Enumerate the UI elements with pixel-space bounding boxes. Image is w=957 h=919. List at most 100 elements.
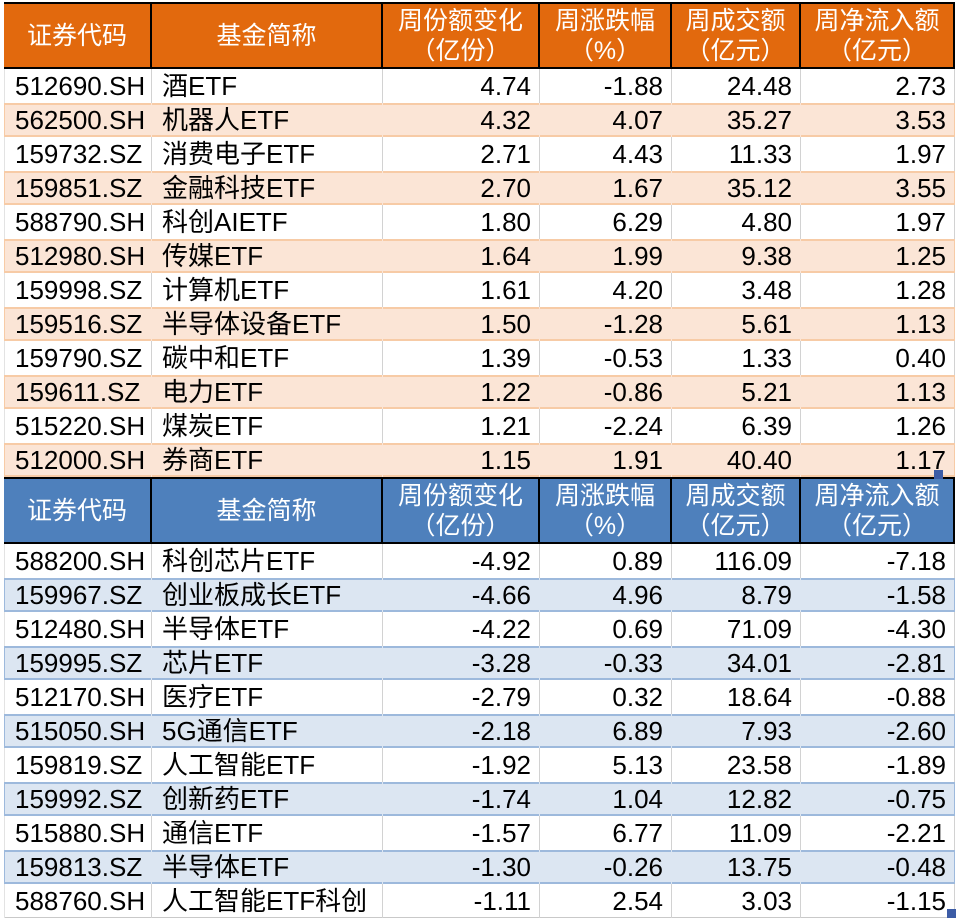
cell-value[interactable]: 1.99	[540, 239, 672, 273]
cell-value[interactable]: -2.21	[801, 816, 955, 850]
cell-value[interactable]: -1.89	[801, 748, 955, 782]
cell-value[interactable]: -1.92	[383, 748, 540, 782]
cell-value[interactable]: -0.48	[801, 850, 955, 884]
cell-value[interactable]: -0.33	[540, 646, 672, 680]
column-header[interactable]: 周份额变化 （亿份）	[383, 2, 540, 69]
cell-value[interactable]: -1.74	[383, 782, 540, 816]
cell-value[interactable]: -1.15	[801, 884, 955, 918]
cell-value[interactable]: 2.54	[540, 884, 672, 918]
cell-value[interactable]: -0.75	[801, 782, 955, 816]
column-header[interactable]: 周涨跌幅 （%）	[540, 2, 672, 69]
cell-security-code[interactable]: 159516.SZ	[4, 307, 152, 341]
column-header[interactable]: 证券代码	[4, 2, 152, 69]
cell-security-code[interactable]: 159813.SZ	[4, 850, 152, 884]
cell-value[interactable]: 1.97	[801, 137, 955, 171]
cell-value[interactable]: 35.12	[672, 171, 801, 205]
cell-value[interactable]: 1.22	[383, 375, 540, 409]
cell-security-code[interactable]: 159998.SZ	[4, 273, 152, 307]
cell-fund-name[interactable]: 科创AIETF	[152, 205, 383, 239]
cell-value[interactable]: 0.89	[540, 544, 672, 578]
cell-value[interactable]: -4.92	[383, 544, 540, 578]
cell-value[interactable]: 4.74	[383, 69, 540, 103]
cell-value[interactable]: -3.28	[383, 646, 540, 680]
cell-security-code[interactable]: 159790.SZ	[4, 341, 152, 375]
cell-fund-name[interactable]: 创业板成长ETF	[152, 578, 383, 612]
cell-value[interactable]: 1.15	[383, 443, 540, 477]
cell-security-code[interactable]: 562500.SH	[4, 103, 152, 137]
cell-value[interactable]: -4.66	[383, 578, 540, 612]
column-header[interactable]: 基金简称	[152, 2, 383, 69]
cell-value[interactable]: 2.73	[801, 69, 955, 103]
cell-security-code[interactable]: 512980.SH	[4, 239, 152, 273]
cell-value[interactable]: 6.89	[540, 714, 672, 748]
column-header[interactable]: 周成交额 （亿元）	[672, 2, 801, 69]
cell-value[interactable]: 71.09	[672, 612, 801, 646]
cell-value[interactable]: -2.79	[383, 680, 540, 714]
cell-value[interactable]: 6.39	[672, 409, 801, 443]
cell-value[interactable]: 34.01	[672, 646, 801, 680]
cell-fund-name[interactable]: 科创芯片ETF	[152, 544, 383, 578]
cell-security-code[interactable]: 515880.SH	[4, 816, 152, 850]
cell-value[interactable]: 1.61	[383, 273, 540, 307]
cell-value[interactable]: 1.50	[383, 307, 540, 341]
cell-value[interactable]: 6.77	[540, 816, 672, 850]
cell-value[interactable]: 1.26	[801, 409, 955, 443]
cell-value[interactable]: 1.33	[672, 341, 801, 375]
cell-security-code[interactable]: 512000.SH	[4, 443, 152, 477]
column-header[interactable]: 周净流入额 （亿元）	[801, 2, 955, 69]
cell-value[interactable]: -1.58	[801, 578, 955, 612]
cell-security-code[interactable]: 512170.SH	[4, 680, 152, 714]
cell-value[interactable]: 1.67	[540, 171, 672, 205]
cell-fund-name[interactable]: 碳中和ETF	[152, 341, 383, 375]
cell-value[interactable]: 4.80	[672, 205, 801, 239]
cell-value[interactable]: 4.20	[540, 273, 672, 307]
cell-value[interactable]: 3.53	[801, 103, 955, 137]
cell-fund-name[interactable]: 券商ETF	[152, 443, 383, 477]
cell-value[interactable]: 4.07	[540, 103, 672, 137]
cell-value[interactable]: 1.13	[801, 375, 955, 409]
cell-security-code[interactable]: 159967.SZ	[4, 578, 152, 612]
cell-fund-name[interactable]: 半导体设备ETF	[152, 307, 383, 341]
cell-security-code[interactable]: 159732.SZ	[4, 137, 152, 171]
cell-fund-name[interactable]: 酒ETF	[152, 69, 383, 103]
cell-value[interactable]: 0.40	[801, 341, 955, 375]
cell-fund-name[interactable]: 人工智能ETF科创	[152, 884, 383, 918]
cell-value[interactable]: 5.13	[540, 748, 672, 782]
cell-value[interactable]: -2.24	[540, 409, 672, 443]
cell-fund-name[interactable]: 人工智能ETF	[152, 748, 383, 782]
cell-security-code[interactable]: 588200.SH	[4, 544, 152, 578]
cell-fund-name[interactable]: 消费电子ETF	[152, 137, 383, 171]
cell-fund-name[interactable]: 机器人ETF	[152, 103, 383, 137]
cell-value[interactable]: 0.69	[540, 612, 672, 646]
cell-value[interactable]: 11.33	[672, 137, 801, 171]
cell-value[interactable]: 1.17	[801, 443, 955, 477]
cell-security-code[interactable]: 159819.SZ	[4, 748, 152, 782]
cell-value[interactable]: 0.32	[540, 680, 672, 714]
cell-value[interactable]: 11.09	[672, 816, 801, 850]
cell-value[interactable]: -0.26	[540, 850, 672, 884]
cell-value[interactable]: 3.03	[672, 884, 801, 918]
cell-value[interactable]: 1.25	[801, 239, 955, 273]
column-header[interactable]: 周成交额 （亿元）	[672, 477, 801, 544]
cell-value[interactable]: -1.57	[383, 816, 540, 850]
cell-value[interactable]: -7.18	[801, 544, 955, 578]
cell-value[interactable]: 9.38	[672, 239, 801, 273]
cell-value[interactable]: 1.13	[801, 307, 955, 341]
cell-value[interactable]: 3.48	[672, 273, 801, 307]
cell-fund-name[interactable]: 芯片ETF	[152, 646, 383, 680]
cell-value[interactable]: 18.64	[672, 680, 801, 714]
cell-value[interactable]: -0.53	[540, 341, 672, 375]
column-header[interactable]: 周净流入额 （亿元）	[801, 477, 955, 544]
cell-value[interactable]: -1.88	[540, 69, 672, 103]
fill-handle-bottom-table[interactable]	[947, 909, 956, 918]
cell-value[interactable]: 2.70	[383, 171, 540, 205]
cell-value[interactable]: 116.09	[672, 544, 801, 578]
cell-security-code[interactable]: 159851.SZ	[4, 171, 152, 205]
cell-value[interactable]: 40.40	[672, 443, 801, 477]
cell-security-code[interactable]: 588760.SH	[4, 884, 152, 918]
cell-value[interactable]: -1.30	[383, 850, 540, 884]
cell-value[interactable]: 6.29	[540, 205, 672, 239]
cell-fund-name[interactable]: 电力ETF	[152, 375, 383, 409]
cell-security-code[interactable]: 159611.SZ	[4, 375, 152, 409]
cell-value[interactable]: 1.21	[383, 409, 540, 443]
